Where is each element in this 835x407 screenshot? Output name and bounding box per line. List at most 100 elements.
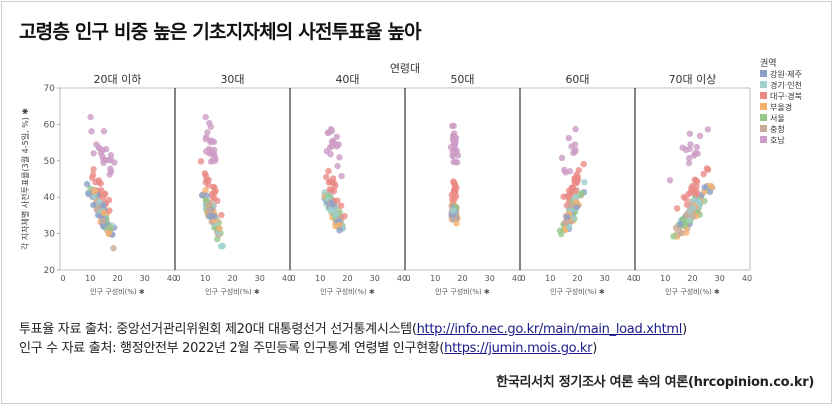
data-point — [99, 146, 107, 154]
facet-points — [447, 122, 462, 227]
data-point — [331, 180, 338, 187]
data-point — [683, 229, 690, 236]
legend-label: 호남 — [770, 136, 785, 145]
data-point — [329, 175, 337, 182]
data-point — [105, 196, 113, 204]
data-point — [693, 143, 700, 151]
data-point — [203, 134, 210, 141]
data-point — [99, 217, 107, 224]
data-point — [89, 171, 97, 179]
legend-swatch — [760, 70, 767, 77]
vote-source-line: 투표율 자료 출처: 중앙선거관리위원회 제20대 대통령선거 선거통계시스템(… — [19, 318, 687, 337]
data-point — [685, 159, 693, 167]
data-point — [701, 184, 708, 191]
nec-link[interactable]: http://info.nec.go.kr/main/main_load.xht… — [416, 322, 683, 337]
x-tick-label: 40 — [167, 274, 177, 283]
data-point — [335, 221, 343, 228]
vote-source-end: ) — [682, 322, 687, 337]
data-point — [452, 158, 459, 166]
data-point — [673, 205, 681, 212]
data-point — [689, 182, 696, 190]
data-point — [689, 204, 696, 212]
data-point — [201, 170, 209, 177]
data-point — [327, 206, 334, 213]
data-point — [208, 147, 215, 154]
data-point — [571, 187, 579, 195]
x-tick-label: 10 — [660, 274, 670, 283]
data-point — [452, 193, 460, 200]
x-tick-label: 20 — [687, 274, 697, 283]
data-point — [565, 134, 572, 142]
x-axis-label: 인구 구성비(%) ✱ — [665, 287, 720, 296]
population-source-line: 인구 수 자료 출처: 행정안전부 2022년 2월 주민등록 인구통계 연령별… — [19, 337, 597, 356]
facet-title: 30대 — [220, 73, 244, 86]
data-point — [700, 170, 707, 178]
facet-points — [666, 126, 716, 240]
data-point — [95, 204, 102, 211]
data-point — [107, 152, 115, 159]
data-point — [334, 197, 341, 204]
data-point — [572, 198, 580, 206]
data-point — [341, 213, 348, 220]
x-tick-label: 0 — [290, 274, 295, 283]
y-tick-label: 70 — [44, 84, 56, 94]
data-point — [686, 154, 693, 162]
y-tick-label: 20 — [44, 266, 56, 276]
data-point — [707, 182, 714, 190]
data-point — [336, 227, 343, 234]
data-point — [91, 188, 98, 195]
data-point — [205, 201, 212, 209]
data-point — [564, 214, 571, 221]
data-point — [197, 158, 205, 165]
legend-label: 부울경 — [770, 102, 792, 112]
data-point — [90, 150, 97, 157]
data-point — [95, 179, 103, 186]
legend-swatch — [760, 114, 767, 121]
legend-label: 강원·제주 — [770, 69, 802, 79]
data-point — [670, 233, 677, 240]
legend-swatch — [760, 125, 767, 132]
legend-swatch — [760, 103, 767, 110]
x-tick-label: 40 — [282, 274, 292, 283]
data-point — [338, 202, 345, 209]
x-axis-label: 인구 구성비(%) ✱ — [205, 287, 260, 296]
x-tick-label: 10 — [85, 274, 95, 283]
data-point — [452, 138, 459, 145]
x-tick-label: 10 — [545, 274, 555, 283]
data-point — [677, 229, 684, 236]
data-point — [323, 173, 330, 181]
data-point — [334, 162, 341, 170]
facet-header-title: 연령대 — [390, 62, 420, 75]
data-point — [219, 242, 226, 250]
legend-swatch — [760, 81, 767, 88]
data-point — [328, 199, 335, 206]
data-point — [204, 129, 211, 136]
legend-title: 권역 — [760, 57, 777, 69]
data-point — [703, 165, 711, 172]
y-tick-label: 30 — [44, 230, 56, 240]
x-tick-label: 20 — [572, 274, 582, 283]
mois-link[interactable]: https://jumin.mois.go.kr — [444, 341, 593, 356]
data-point — [333, 206, 340, 213]
data-point — [210, 213, 218, 220]
data-point — [210, 138, 218, 145]
x-axis-label: 인구 구성비(%) ✱ — [435, 287, 490, 296]
data-point — [212, 155, 219, 162]
facet-title: 60대 — [565, 73, 589, 86]
data-point — [218, 211, 225, 219]
data-point — [693, 177, 700, 184]
data-point — [686, 145, 693, 153]
data-point — [90, 201, 97, 209]
data-point — [672, 224, 680, 231]
x-tick-label: 40 — [512, 274, 522, 283]
data-point — [452, 185, 459, 192]
credit-text: 한국리서치 정기조사 여론 속의 여론(hrcopinion.co.kr) — [496, 375, 814, 390]
facet-points — [197, 113, 226, 250]
x-tick-label: 20 — [342, 274, 352, 283]
data-point — [100, 223, 107, 230]
data-point — [453, 220, 460, 227]
data-point — [556, 227, 564, 234]
data-point — [329, 137, 337, 144]
